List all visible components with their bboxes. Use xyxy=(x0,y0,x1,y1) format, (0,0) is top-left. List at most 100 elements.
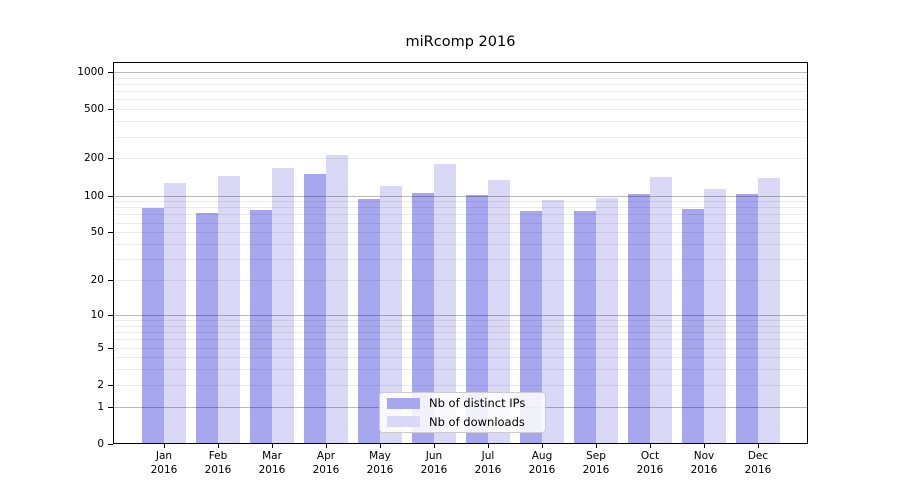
major-gridline xyxy=(114,195,807,197)
y-axis-tick-label: 10 xyxy=(90,308,104,321)
minor-gridline xyxy=(114,384,807,386)
x-axis-tick xyxy=(433,444,435,448)
minor-gridline xyxy=(114,77,807,79)
x-axis-tick xyxy=(703,444,705,448)
x-axis-tick-label: Nov 2016 xyxy=(690,450,718,476)
bar-distinct-ips-jul xyxy=(466,194,488,443)
bar-downloads-sep xyxy=(596,197,618,443)
y-axis-tick xyxy=(108,280,113,282)
minor-gridline xyxy=(114,136,807,138)
minor-gridline xyxy=(114,244,807,246)
minor-gridline xyxy=(114,259,807,261)
minor-gridline xyxy=(114,91,807,93)
legend-label-distinct-ips: Nb of distinct IPs xyxy=(429,396,526,411)
bar-downloads-jun xyxy=(434,164,456,443)
minor-gridline xyxy=(114,347,807,349)
chart-title: miRcomp 2016 xyxy=(405,34,516,50)
legend: Nb of distinct IPs Nb of downloads xyxy=(379,392,546,433)
x-axis-tick-label: Feb 2016 xyxy=(204,450,232,476)
minor-gridline xyxy=(114,207,807,209)
minor-gridline xyxy=(114,320,807,322)
legend-label-downloads: Nb of downloads xyxy=(429,414,525,429)
x-axis-tick-label: Jun 2016 xyxy=(420,450,448,476)
major-gridline xyxy=(114,314,807,316)
minor-gridline xyxy=(114,214,807,216)
x-axis-tick xyxy=(757,444,759,448)
legend-swatch-downloads-icon xyxy=(387,416,420,428)
y-axis-tick xyxy=(108,158,113,160)
x-axis-tick-label: Jan 2016 xyxy=(150,450,178,476)
minor-gridline xyxy=(114,232,807,234)
y-axis-tick-label: 100 xyxy=(83,189,104,202)
bar-downloads-oct xyxy=(650,176,672,443)
legend-swatch-distinct-ips-icon xyxy=(387,397,420,409)
y-axis-tick xyxy=(108,444,113,445)
x-axis-tick-label: Apr 2016 xyxy=(312,450,340,476)
y-axis-tick-label: 1000 xyxy=(77,66,104,78)
minor-gridline xyxy=(114,201,807,203)
minor-gridline xyxy=(114,369,807,371)
major-gridline xyxy=(114,72,807,73)
y-axis-tick-label: 0 xyxy=(97,438,104,450)
y-axis-tick xyxy=(108,384,113,386)
bar-distinct-ips-mar xyxy=(250,210,272,443)
bar-distinct-ips-jan xyxy=(142,208,164,443)
bar-distinct-ips-oct xyxy=(628,193,650,443)
x-axis-tick xyxy=(487,444,489,448)
x-axis-tick-label: Jul 2016 xyxy=(474,450,502,476)
y-axis-tick xyxy=(108,406,113,408)
minor-gridline xyxy=(114,325,807,327)
minor-gridline xyxy=(114,222,807,224)
y-axis-tick-label: 5 xyxy=(97,341,104,354)
legend-item-downloads: Nb of downloads xyxy=(387,414,545,431)
y-axis-tick xyxy=(108,195,113,197)
x-axis-tick-label: Mar 2016 xyxy=(258,450,286,476)
minor-gridline xyxy=(114,109,807,111)
y-axis-tick-label: 1 xyxy=(97,400,104,413)
y-axis-tick xyxy=(108,232,113,234)
y-axis-tick-label: 20 xyxy=(90,274,104,287)
bar-downloads-jul xyxy=(488,179,510,443)
bar-distinct-ips-apr xyxy=(304,174,326,443)
y-axis-tick xyxy=(108,347,113,349)
bar-downloads-aug xyxy=(542,199,564,443)
x-axis-tick xyxy=(325,444,327,448)
bar-downloads-may xyxy=(380,185,402,443)
minor-gridline xyxy=(114,121,807,123)
x-axis-tick-label: May 2016 xyxy=(366,450,394,476)
bar-downloads-nov xyxy=(704,188,726,443)
minor-gridline xyxy=(114,357,807,359)
bar-downloads-mar xyxy=(272,168,294,443)
plot-frame xyxy=(113,62,808,444)
x-axis-tick-label: Dec 2016 xyxy=(744,450,772,476)
bar-distinct-ips-feb xyxy=(196,212,218,443)
y-axis-tick-label: 500 xyxy=(83,103,104,116)
bar-distinct-ips-nov xyxy=(682,209,704,443)
bar-distinct-ips-aug xyxy=(520,210,542,443)
y-axis-tick xyxy=(108,314,113,316)
x-axis-tick xyxy=(379,444,381,448)
minor-gridline xyxy=(114,280,807,282)
bar-distinct-ips-sep xyxy=(574,210,596,443)
bar-distinct-ips-dec xyxy=(736,194,758,443)
minor-gridline xyxy=(114,158,807,160)
y-axis-tick xyxy=(108,72,113,73)
x-axis-tick-label: Sep 2016 xyxy=(582,450,610,476)
bar-downloads-feb xyxy=(218,175,240,443)
x-axis-tick xyxy=(163,444,165,448)
minor-gridline xyxy=(114,339,807,341)
minor-gridline xyxy=(114,332,807,334)
minor-gridline xyxy=(114,99,807,101)
x-axis-tick xyxy=(271,444,273,448)
x-axis-tick xyxy=(649,444,651,448)
x-axis-tick-label: Oct 2016 xyxy=(636,450,664,476)
bar-downloads-dec xyxy=(758,177,780,443)
legend-item-distinct-ips: Nb of distinct IPs xyxy=(387,395,545,412)
bar-distinct-ips-may xyxy=(358,199,380,443)
y-axis-tick-label: 2 xyxy=(97,378,104,391)
bar-downloads-jan xyxy=(164,183,186,443)
y-axis-tick xyxy=(108,109,113,111)
x-axis-tick xyxy=(595,444,597,448)
y-axis-tick-label: 50 xyxy=(90,226,104,239)
minor-gridline xyxy=(114,84,807,85)
